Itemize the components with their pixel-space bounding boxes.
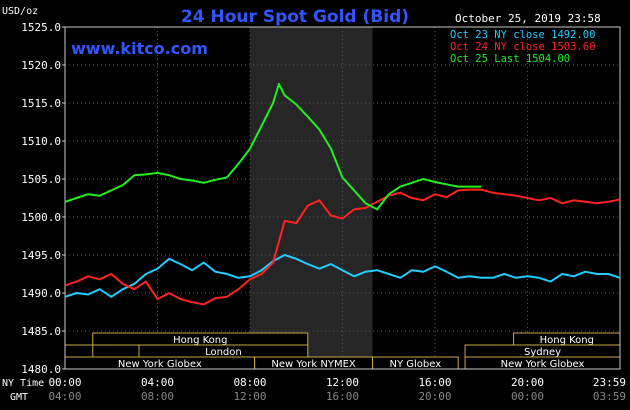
legend-entry-oct23: Oct 23 NY close 1492.00 xyxy=(450,29,595,41)
y-tick-label-3: 1510.0 xyxy=(21,135,61,148)
x-tick-gmt-1: 08:00 xyxy=(141,390,174,403)
session-ny-nymex-label: New York NYMEX xyxy=(271,359,356,370)
y-tick-label-4: 1505.0 xyxy=(21,173,61,186)
session-ny-globex-1-label: New York Globex xyxy=(118,359,202,370)
x-tick-gmt-4: 20:00 xyxy=(418,390,451,403)
y-tick-label-0: 1525.0 xyxy=(21,21,61,34)
session-row2-left-box xyxy=(64,344,94,358)
y-tick-label-7: 1490.0 xyxy=(21,287,61,300)
x-tick-gmt-2: 12:00 xyxy=(233,390,266,403)
legend: Oct 23 NY close 1492.00 Oct 24 NY close … xyxy=(450,29,595,65)
series-oct23-line xyxy=(64,254,621,298)
x-tick-ny-1: 04:00 xyxy=(141,376,174,389)
y-tick-label-9: 1480.0 xyxy=(21,363,61,376)
x-tick-ny-2: 08:00 xyxy=(233,376,266,389)
website-label: www.kitco.com xyxy=(71,39,208,58)
y-tick-label-5: 1500.0 xyxy=(21,211,61,224)
y-tick-label-6: 1495.0 xyxy=(21,249,61,262)
price-series xyxy=(64,83,621,306)
unit-label: USD/oz xyxy=(2,6,38,17)
x-tick-gmt-6: 03:59 xyxy=(593,390,626,403)
session-ny-globex-3-label: New York Globex xyxy=(501,359,585,370)
series-oct25-line xyxy=(64,83,482,211)
y-tick-label-2: 1515.0 xyxy=(21,97,61,110)
x-tick-ny-0: 00:00 xyxy=(48,376,81,389)
legend-entry-oct25: Oct 25 Last 1504.00 xyxy=(450,53,570,65)
session-sydney-label: Sydney xyxy=(524,347,561,358)
plot-border xyxy=(64,26,621,370)
chart-title: 24 Hour Spot Gold (Bid) xyxy=(181,7,409,27)
x-tick-gmt-0: 04:00 xyxy=(48,390,81,403)
x-tick-ny-4: 16:00 xyxy=(418,376,451,389)
x-axis-ticks: 00:0004:0004:0008:0008:0012:0012:0016:00… xyxy=(48,376,626,403)
legend-entry-oct24: Oct 24 NY close 1503.60 xyxy=(450,41,595,53)
session-london-label: London xyxy=(205,347,242,358)
x-tick-ny-3: 12:00 xyxy=(326,376,359,389)
y-tick-label-1: 1520.0 xyxy=(21,59,61,72)
session-hong-kong-1-label: Hong Kong xyxy=(173,335,227,346)
session-ny-globex-2-label: NY Globex xyxy=(390,359,442,370)
timestamp: October 25, 2019 23:58 xyxy=(455,12,601,25)
ny-time-label: NY Time xyxy=(2,378,44,389)
x-tick-gmt-3: 16:00 xyxy=(326,390,359,403)
x-tick-ny-6: 23:59 xyxy=(593,376,626,389)
y-tick-label-8: 1485.0 xyxy=(21,325,61,338)
series-oct24-line xyxy=(64,188,621,306)
trading-shade xyxy=(250,27,373,369)
x-tick-gmt-5: 00:00 xyxy=(511,390,544,403)
x-tick-ny-5: 20:00 xyxy=(511,376,544,389)
gmt-label: GMT xyxy=(10,392,28,403)
y-axis-ticks: 1525.0 1520.0 1515.0 1510.0 1505.0 1500.0 1495… xyxy=(21,21,65,376)
session-hong-kong-2-label: Hong Kong xyxy=(540,335,594,346)
